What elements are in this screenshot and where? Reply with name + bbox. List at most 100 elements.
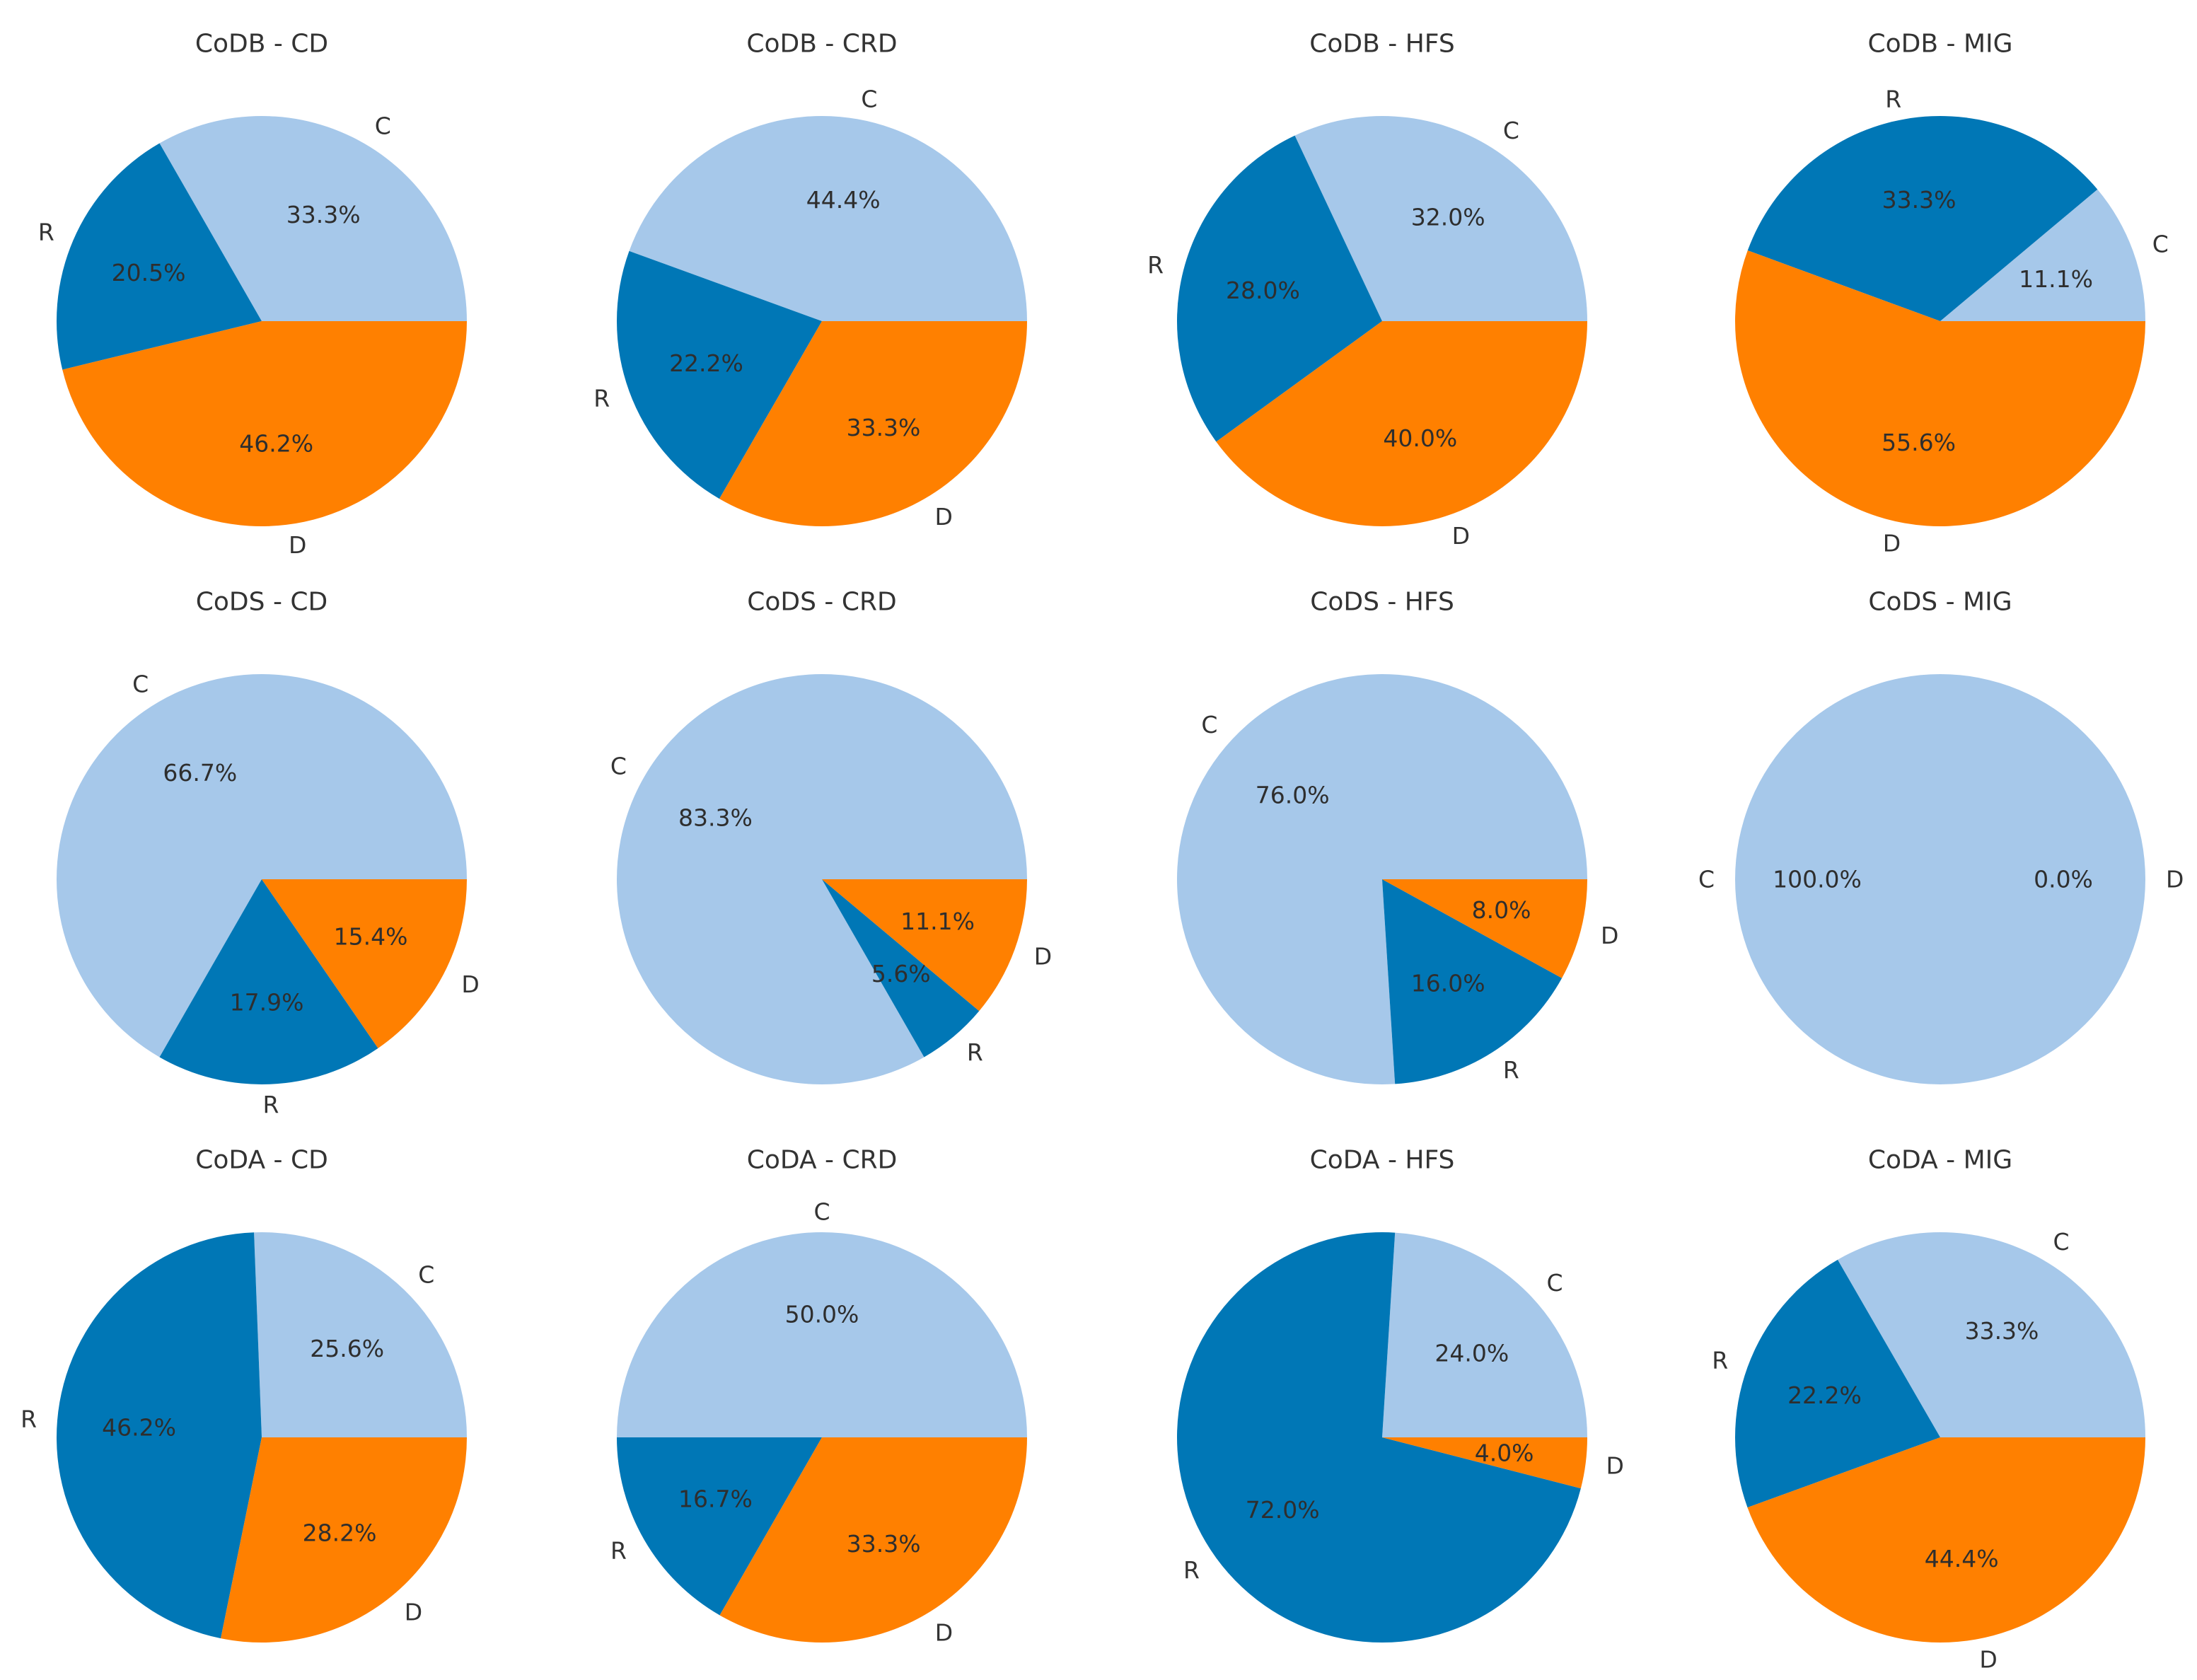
pie-slice-c xyxy=(1735,674,2145,1084)
pie-slice-d xyxy=(1382,879,1587,978)
percent-label-c: 66.7% xyxy=(163,759,237,787)
percent-label-d: 40.0% xyxy=(1383,424,1457,452)
pie-chart-codb-crd: CoDB - CRD C 44.4% R 22.2% D 33.3% xyxy=(593,30,1027,531)
pie-title: CoDS - HFS xyxy=(1310,588,1454,617)
slice-label-r: R xyxy=(1503,1056,1519,1084)
percent-label-c: 32.0% xyxy=(1411,204,1485,231)
percent-label-r: 46.2% xyxy=(102,1413,176,1441)
pie-chart-cods-crd: CoDS - CRD C 83.3% R 5.6% D 11.1% xyxy=(610,588,1052,1084)
slice-label-c: C xyxy=(1547,1269,1563,1297)
pie-title: CoDA - CRD xyxy=(747,1146,898,1175)
percent-label-r: 16.0% xyxy=(1411,969,1485,997)
pie-slice-r xyxy=(1177,135,1382,442)
slice-label-r: R xyxy=(593,385,610,412)
pie-slice-d xyxy=(221,1437,467,1643)
pie-slice-r xyxy=(1177,1232,1581,1643)
percent-label-c: 25.6% xyxy=(310,1335,384,1362)
slice-label-r: R xyxy=(1147,251,1164,279)
slice-label-d: D xyxy=(405,1599,422,1626)
pie-chart-cods-mig: CoDS - MIG C 100.0% D 0.0% xyxy=(1698,588,2184,1084)
percent-label-r: 17.9% xyxy=(230,988,304,1016)
percent-label-d: 28.2% xyxy=(303,1519,377,1546)
pie-slice-r xyxy=(159,879,378,1084)
slice-label-r: R xyxy=(1885,85,1901,112)
percent-label-r: 22.2% xyxy=(1787,1381,1862,1409)
pie-title: CoDS - MIG xyxy=(1868,588,2012,617)
slice-label-c: C xyxy=(375,112,391,139)
pie-slice-c xyxy=(56,674,468,1058)
pie-chart-codb-hfs: CoDB - HFS C 32.0% R 28.0% D 40.0% xyxy=(1147,30,1587,550)
pie-slice-c xyxy=(1382,1232,1587,1437)
pie-slice-d xyxy=(719,1437,1027,1643)
pie-slice-r xyxy=(56,1232,262,1639)
pie-title: CoDB - CD xyxy=(195,30,328,59)
pie-chart-cods-hfs: CoDS - HFS C 76.0% R 16.0% D 8.0% xyxy=(1177,588,1618,1084)
pie-slice-c xyxy=(617,674,1027,1084)
pie-slice-d xyxy=(1747,1437,2145,1643)
pie-slice-c xyxy=(1940,189,2145,321)
percent-label-c: 83.3% xyxy=(678,804,753,831)
slice-label-c: C xyxy=(1698,866,1715,893)
pie-chart-coda-mig: CoDA - MIG C 33.3% R 22.2% D 44.4% xyxy=(1712,1146,2145,1674)
pie-title: CoDS - CRD xyxy=(747,588,896,617)
pie-slice-d xyxy=(719,321,1027,526)
slice-label-c: C xyxy=(861,85,877,112)
pie-title: CoDS - CD xyxy=(196,588,327,617)
pie-slice-d xyxy=(1382,1437,1587,1489)
slice-label-d: D xyxy=(935,503,953,531)
percent-label-d: 33.3% xyxy=(847,1530,921,1558)
pie-slice-c xyxy=(254,1232,467,1437)
percent-label-r: 22.2% xyxy=(669,349,743,377)
slice-label-c: C xyxy=(132,670,149,697)
pie-chart-codb-mig: CoDB - MIG C 11.1% R 33.3% D 55.6% xyxy=(1735,30,2169,557)
percent-label-d: 0.0% xyxy=(2034,866,2093,893)
percent-label-d: 8.0% xyxy=(1472,896,1531,924)
percent-label-c: 44.4% xyxy=(806,186,881,214)
pie-slice-r xyxy=(1382,879,1563,1084)
pie-title: CoDB - HFS xyxy=(1309,30,1454,59)
slice-label-d: D xyxy=(1034,942,1052,970)
pie-slice-r xyxy=(1735,1259,1940,1508)
pie-slice-c xyxy=(629,116,1027,322)
slice-label-c: C xyxy=(418,1261,434,1289)
percent-label-r: 20.5% xyxy=(112,259,186,286)
percent-label-c: 50.0% xyxy=(785,1301,859,1328)
pie-slice-c xyxy=(1838,1232,2145,1437)
slice-label-c: C xyxy=(1503,117,1519,144)
slice-label-d: D xyxy=(461,971,479,998)
slice-label-r: R xyxy=(610,1536,627,1564)
percent-label-r: 33.3% xyxy=(1882,186,1957,214)
pie-chart-coda-crd: CoDA - CRD C 50.0% R 16.7% D 33.3% xyxy=(610,1146,1027,1647)
slice-label-d: D xyxy=(1606,1452,1623,1479)
percent-label-d: 15.4% xyxy=(334,922,408,950)
pie-slice-c xyxy=(1294,115,1587,321)
slice-label-c: C xyxy=(2053,1228,2070,1256)
pie-chart-cods-cd: CoDS - CD C 66.7% R 17.9% D 15.4% xyxy=(56,588,480,1118)
pie-slice-d xyxy=(822,879,1027,1012)
pie-title: CoDB - MIG xyxy=(1867,30,2012,59)
slice-label-d: D xyxy=(289,531,306,559)
percent-label-d: 4.0% xyxy=(1475,1439,1534,1466)
percent-label-c: 100.0% xyxy=(1773,866,1862,893)
percent-label-d: 46.2% xyxy=(239,429,313,457)
slice-label-c: C xyxy=(813,1198,830,1226)
slice-label-c: C xyxy=(1201,711,1217,738)
percent-label-r: 28.0% xyxy=(1226,277,1300,304)
pie-title: CoDA - MIG xyxy=(1868,1146,2012,1175)
slice-label-r: R xyxy=(1712,1346,1728,1374)
percent-label-d: 44.4% xyxy=(1925,1545,1999,1572)
percent-label-c: 76.0% xyxy=(1256,781,1330,809)
percent-label-c: 24.0% xyxy=(1434,1339,1509,1367)
pie-slice-r xyxy=(56,143,262,370)
pie-slice-d xyxy=(62,321,467,526)
percent-label-r: 5.6% xyxy=(871,960,931,987)
pie-title: CoDB - CRD xyxy=(746,30,897,59)
pie-slice-r xyxy=(617,250,822,499)
pie-title: CoDA - CD xyxy=(195,1146,328,1175)
percent-label-d: 55.6% xyxy=(1882,429,1956,456)
percent-label-c: 11.1% xyxy=(2019,265,2093,293)
pie-chart-coda-cd: CoDA - CD C 25.6% R 46.2% D 28.2% xyxy=(21,1146,467,1643)
percent-label-r: 72.0% xyxy=(1246,1496,1320,1524)
slice-label-d: D xyxy=(2166,866,2184,893)
